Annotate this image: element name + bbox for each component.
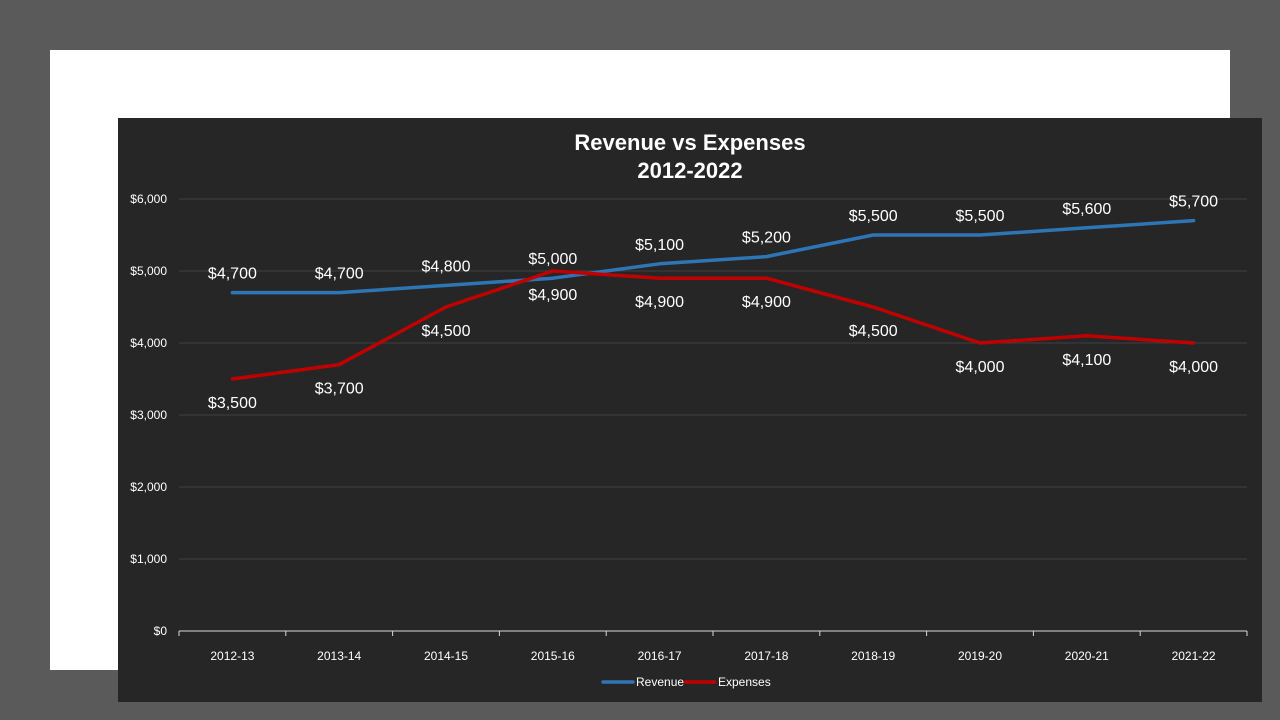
x-tick-label: 2013-14 xyxy=(317,649,361,663)
gridlines xyxy=(179,198,1247,560)
data-label: $4,500 xyxy=(849,323,898,340)
legend: Revenue Expenses xyxy=(601,675,771,689)
data-label: $5,700 xyxy=(1169,194,1218,211)
y-tick-label: $3,000 xyxy=(130,408,167,422)
data-label: $4,700 xyxy=(315,266,364,283)
chart-area: Revenue vs Expenses 2012-2022 $0 $1,000 $2… xyxy=(118,118,1262,702)
line-chart: Revenue vs Expenses 2012-2022 $0 $1,000 $2… xyxy=(130,130,1248,689)
y-axis: $0 $1,000 $2,000 $3,000 $4,000 $5,000 $6,000 xyxy=(130,192,167,638)
data-label: $3,700 xyxy=(315,381,364,398)
data-labels: $4,700 $4,700 $4,800 $5,000 $5,100 $5,200 $5,5… xyxy=(208,194,1218,412)
x-tick-label: 2019-20 xyxy=(958,649,1002,663)
legend-label: Expenses xyxy=(718,675,771,689)
data-label: $5,100 xyxy=(635,237,684,254)
x-tick-label: 2012-13 xyxy=(210,649,254,663)
y-tick-label: $5,000 xyxy=(130,264,167,278)
data-label: $4,900 xyxy=(742,294,791,311)
y-tick-label: $6,000 xyxy=(130,192,167,206)
data-label: $5,500 xyxy=(849,208,898,225)
chart-frame: Revenue vs Expenses 2012-2022 $0 $1,000 $2… xyxy=(50,50,1262,702)
x-tick-label: 2015-16 xyxy=(531,649,575,663)
data-label: $4,000 xyxy=(956,359,1005,376)
x-tick-label: 2016-17 xyxy=(638,649,682,663)
data-label: $5,200 xyxy=(742,230,791,247)
data-label: $5,600 xyxy=(1062,201,1111,218)
data-label: $5,000 xyxy=(528,251,577,268)
series-line-revenue xyxy=(230,218,1196,295)
y-tick-label: $2,000 xyxy=(130,480,167,494)
chart-subtitle: 2012-2022 xyxy=(637,158,742,183)
data-label: $4,500 xyxy=(422,323,471,340)
y-tick-label: $1,000 xyxy=(130,552,167,566)
data-label: $4,900 xyxy=(635,294,684,311)
y-tick-label: $4,000 xyxy=(130,336,167,350)
data-label: $4,900 xyxy=(528,287,577,304)
data-label: $3,500 xyxy=(208,395,257,412)
data-label: $4,000 xyxy=(1169,359,1218,376)
legend-label: Revenue xyxy=(636,675,684,689)
data-label: $4,100 xyxy=(1062,352,1111,369)
series-lines xyxy=(230,218,1196,381)
data-label: $5,500 xyxy=(956,208,1005,225)
x-axis: 2012-13 2013-14 2014-15 2015-16 2016-17 2017-… xyxy=(178,630,1248,663)
x-tick-label: 2018-19 xyxy=(851,649,895,663)
data-label: $4,800 xyxy=(422,258,471,275)
data-label: $4,700 xyxy=(208,266,257,283)
y-tick-label: $0 xyxy=(154,624,168,638)
series-line-expenses xyxy=(230,269,1196,381)
x-tick-label: 2021-22 xyxy=(1172,649,1216,663)
x-tick-label: 2020-21 xyxy=(1065,649,1109,663)
x-tick-label: 2014-15 xyxy=(424,649,468,663)
x-tick-label: 2017-18 xyxy=(744,649,788,663)
chart-title: Revenue vs Expenses xyxy=(574,130,805,155)
